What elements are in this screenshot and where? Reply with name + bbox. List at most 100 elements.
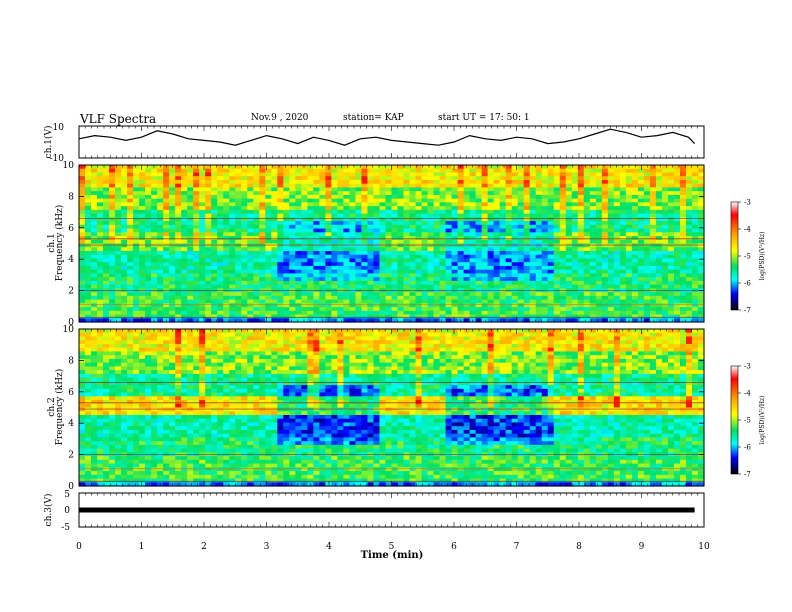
spectrogram-cell — [649, 179, 657, 185]
spectrogram-cell — [439, 295, 447, 301]
spectrogram-cell — [517, 165, 525, 170]
spectrogram-cell — [331, 209, 339, 215]
spectrogram-cell — [121, 456, 128, 461]
spectrogram-cell — [79, 314, 86, 319]
spectrogram-cell — [133, 265, 140, 271]
spectrogram-cell — [127, 414, 134, 420]
spectrogram-cell — [355, 165, 363, 170]
spectrogram-cell — [661, 262, 669, 267]
spectrogram-cell — [187, 265, 194, 271]
spectrogram-cell — [235, 239, 242, 245]
spectrogram-cell — [631, 206, 639, 211]
spectrogram-cell — [679, 221, 687, 226]
spectrogram-cell — [439, 307, 447, 312]
spectrogram-cell — [511, 232, 519, 237]
spectrogram-cell — [91, 176, 98, 181]
spectrogram-cell — [547, 187, 555, 192]
spectrogram-cell — [535, 314, 543, 319]
spectrogram-cell — [529, 239, 537, 245]
spectrogram-cell — [313, 254, 320, 260]
spectrogram-cell — [259, 172, 266, 177]
spectrogram-cell — [229, 202, 236, 207]
spectrogram-cell — [697, 269, 705, 275]
spectrogram-cell — [145, 407, 152, 412]
spectrogram-cell — [103, 277, 110, 282]
spectrogram-cell — [145, 459, 152, 465]
ch1-waveform-ylabel: ch.1(V) — [43, 126, 54, 159]
spectrogram-cell — [445, 254, 453, 260]
spectrogram-cell — [103, 385, 110, 390]
spectrogram-cell — [109, 277, 116, 282]
spectrogram-cell — [109, 467, 116, 472]
spectrogram-cell — [121, 362, 128, 367]
spectrogram-cell — [433, 280, 441, 286]
spectrogram-cell — [679, 277, 687, 282]
spectrogram-cell — [379, 318, 387, 323]
spectrogram-cell — [619, 213, 627, 218]
spectrogram-cell — [169, 258, 176, 263]
spectrogram-cell — [379, 299, 387, 304]
spectrogram-cell — [355, 284, 363, 289]
spectrogram-cell — [109, 273, 116, 278]
spectrogram-cell — [529, 280, 537, 286]
spectrogram-cell — [445, 179, 453, 185]
spectrogram-cell — [139, 340, 146, 345]
spectrogram-cell — [541, 168, 549, 174]
spectrogram-cell — [523, 262, 531, 267]
spectrogram-cell — [223, 209, 230, 215]
spectrogram-cell — [511, 262, 519, 267]
spectrogram-cell — [481, 292, 489, 297]
spectrogram-cell — [127, 340, 134, 345]
spectrogram-cell — [475, 247, 483, 252]
spectrogram-cell — [97, 176, 104, 181]
spectrogram-cell — [433, 176, 441, 181]
spectrogram-cell — [625, 280, 633, 286]
spectrogram-cell — [649, 228, 657, 233]
spectrogram-cell — [535, 172, 543, 177]
spectrogram-cell — [607, 172, 615, 177]
spectrogram-cell — [673, 198, 681, 203]
spectrogram-cell — [229, 179, 236, 185]
spectrogram-cell — [655, 232, 663, 237]
spectrogram-cell — [511, 209, 519, 215]
spectrogram-cell — [205, 318, 212, 323]
spectrogram-cell — [169, 232, 176, 237]
spectrogram-cell — [235, 224, 242, 230]
spectrogram-cell — [97, 262, 104, 267]
spectrogram-cell — [535, 202, 543, 207]
spectrogram-cell — [271, 295, 278, 301]
spectrogram-cell — [97, 433, 104, 439]
spectrogram-cell — [121, 340, 128, 345]
spectrogram-cell — [517, 236, 525, 241]
spectrogram-cell — [517, 243, 525, 248]
spectrogram-cell — [487, 221, 495, 226]
spectrogram-cell — [97, 463, 104, 468]
spectrogram-cell — [565, 176, 573, 181]
spectrogram-cell — [427, 224, 435, 230]
spectrogram-cell — [373, 228, 381, 233]
spectrogram-cell — [343, 265, 351, 271]
spectrogram-cell — [679, 295, 687, 301]
spectrogram-cell — [229, 236, 236, 241]
spectrogram-cell — [121, 414, 128, 420]
spectrogram-cell — [151, 284, 158, 289]
spectrogram-cell — [223, 168, 230, 174]
spectrogram-cell — [457, 262, 465, 267]
spectrogram-cell — [607, 247, 615, 252]
spectrogram-cell — [415, 254, 423, 260]
spectrogram-cell — [283, 273, 290, 278]
spectrogram-cell — [355, 191, 363, 196]
spectrogram-cell — [541, 273, 549, 278]
spectrogram-cell — [301, 228, 308, 233]
spectrogram-cell — [133, 239, 140, 245]
spectrogram-cell — [163, 217, 170, 222]
spectrogram-cell — [337, 250, 345, 256]
spectrogram-cell — [595, 172, 603, 177]
spectrogram-cell — [367, 187, 375, 192]
spectrogram-cell — [463, 295, 471, 301]
spectrogram-cell — [337, 198, 345, 203]
spectrogram-cell — [595, 318, 603, 323]
spectrogram-cell — [643, 243, 651, 248]
spectrogram-cell — [649, 292, 657, 297]
spectrogram-cell — [523, 299, 531, 304]
